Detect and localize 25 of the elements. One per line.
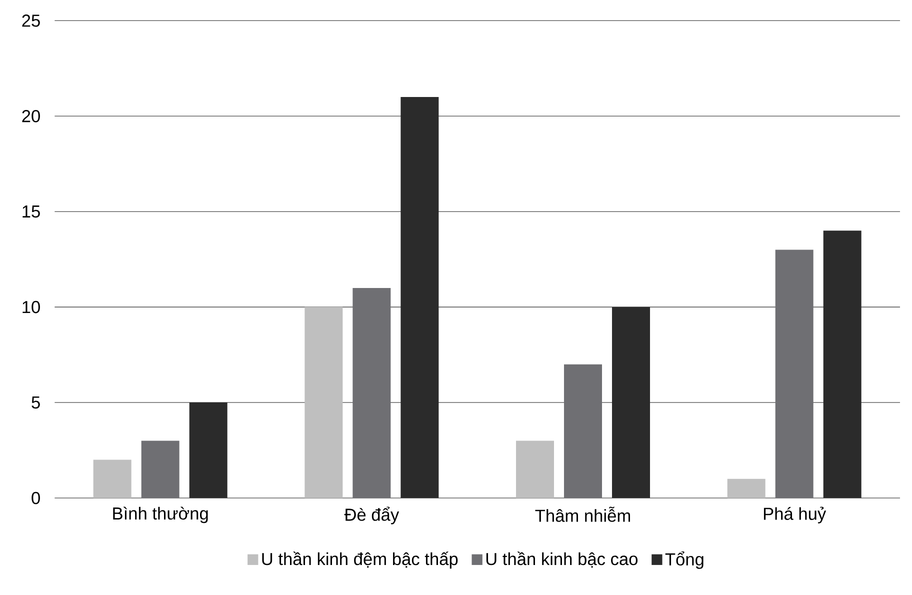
x-tick-label: Thâm nhiễm — [535, 506, 630, 522]
x-tick-label: Đè đẩy — [344, 506, 400, 524]
y-tick-label: 10 — [22, 300, 40, 314]
y-tick-label: 25 — [22, 14, 40, 27]
bar — [727, 478, 766, 498]
y-tick-label: 20 — [22, 110, 40, 122]
bar — [564, 364, 602, 498]
x-tick-label: Phá huỷ — [764, 506, 826, 524]
bar — [189, 402, 228, 498]
y-tick-label: 0 — [32, 492, 40, 504]
bar — [352, 288, 391, 498]
bar — [93, 460, 132, 498]
y-tick-label: 5 — [32, 396, 40, 409]
bar — [304, 307, 343, 498]
bar — [141, 440, 180, 498]
legend-label: U thần kinh bậc cao — [486, 552, 638, 568]
legend-label: U thần kinh đệm bậc thấp — [262, 552, 458, 569]
bar — [823, 230, 862, 498]
bar — [516, 440, 554, 498]
bar — [612, 307, 650, 498]
bar — [400, 97, 439, 498]
bar — [775, 250, 814, 498]
legend-label: Tổng — [665, 551, 704, 569]
x-tick-label: Bình thường — [113, 506, 208, 524]
y-tick-label: 15 — [22, 206, 40, 218]
